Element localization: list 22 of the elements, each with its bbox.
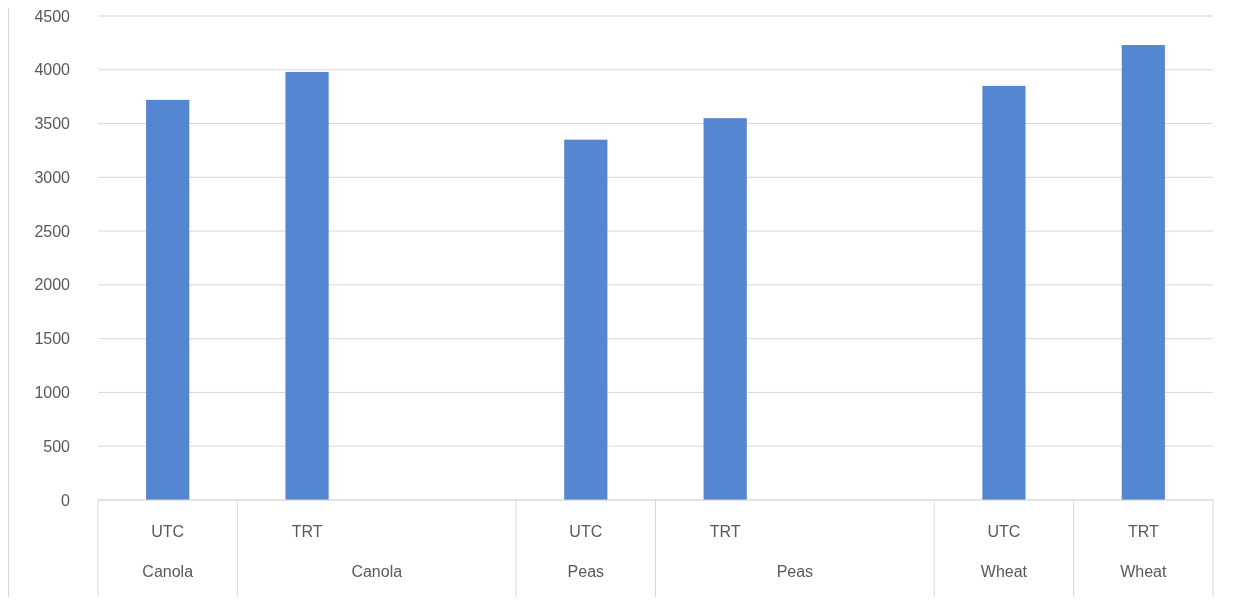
category-label: UTC Wheat	[980, 523, 1028, 580]
bar	[285, 71, 329, 500]
bar	[146, 99, 190, 500]
category-label: TRT Canola	[291, 523, 403, 580]
y-tick-label: 1500	[34, 330, 71, 348]
category-label: TRT Peas	[709, 523, 814, 580]
y-tick-label: 4000	[34, 61, 71, 79]
category-label: UTC Peas	[567, 523, 605, 580]
category-label: TRT Wheat	[1120, 523, 1167, 580]
y-tick-label: 500	[43, 437, 71, 455]
bar	[982, 85, 1026, 500]
bar	[703, 118, 747, 500]
y-tick-label: 0	[61, 491, 71, 509]
bar	[1121, 45, 1165, 500]
category-label: UTC Canola	[142, 523, 194, 580]
y-tick-label: 3000	[34, 168, 71, 186]
bar	[564, 139, 608, 500]
y-tick-label: 2000	[34, 276, 71, 294]
y-tick-label: 2500	[34, 222, 71, 240]
y-tick-label: 1000	[34, 384, 71, 402]
y-tick-label: 3500	[34, 115, 71, 133]
y-tick-label: 4500	[34, 7, 71, 25]
